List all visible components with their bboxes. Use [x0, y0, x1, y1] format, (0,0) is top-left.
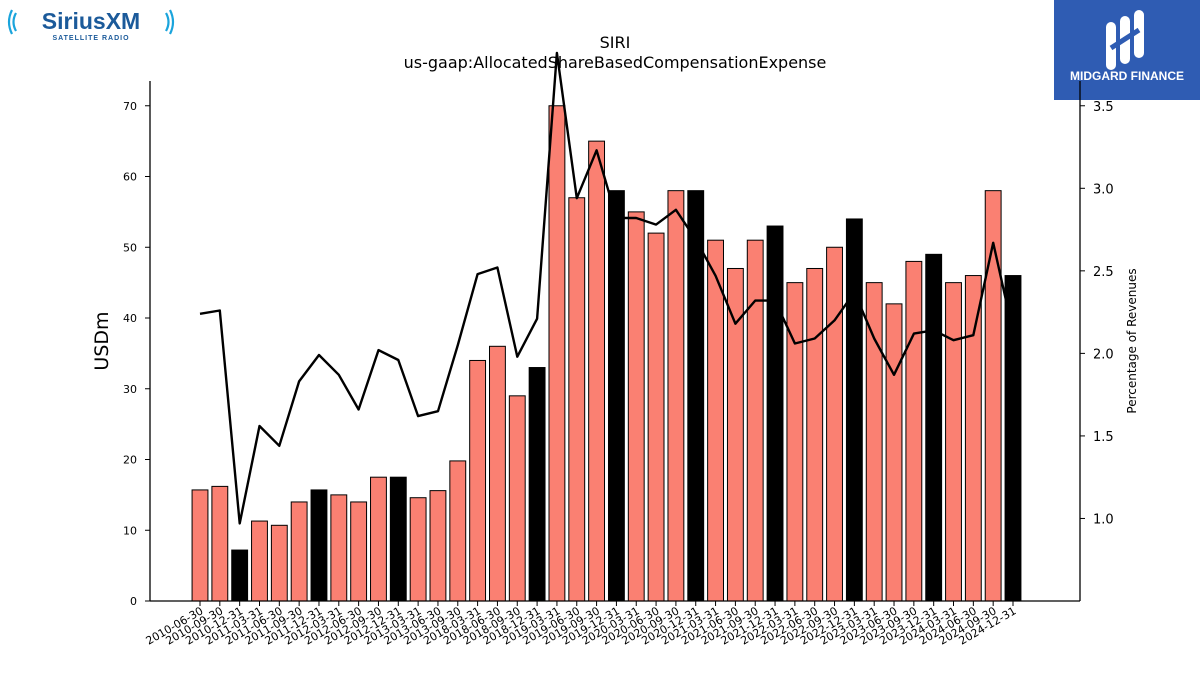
y2-tick-label: 1.5 — [1093, 430, 1114, 445]
bar-2012-06-30 — [350, 501, 368, 602]
bar-2019-03-31 — [548, 105, 566, 602]
bar-2022-09-30 — [826, 246, 843, 602]
bar-2024-03-31 — [945, 282, 962, 602]
bar-2010-12-31 — [231, 549, 249, 602]
y-tick-label: 30 — [123, 383, 137, 396]
y2-axis-label: Percentage of Revenues — [1125, 268, 1139, 413]
bar-2018-06-30 — [489, 345, 506, 602]
bar-2018-03-31 — [469, 359, 487, 602]
siriusxm-logo: SiriusXM SATELLITE RADIO — [4, 4, 184, 44]
bar-2021-12-31 — [766, 225, 784, 602]
siriusxm-logo-text: SiriusXM — [42, 8, 140, 34]
bar-2022-06-30 — [806, 267, 824, 602]
y-tick-label: 50 — [123, 241, 137, 254]
y2-tick-label: 2.0 — [1093, 347, 1114, 362]
bar-2013-03-31 — [409, 497, 427, 602]
y2-tick-label: 3.0 — [1093, 182, 1114, 197]
bar-2013-06-30 — [429, 490, 447, 602]
bar-2023-06-30 — [885, 303, 903, 602]
bar-2021-09-30 — [746, 239, 764, 602]
bar-2018-12-31 — [528, 367, 546, 602]
y-tick-label: 20 — [123, 454, 137, 467]
y2-tick-label: 1.0 — [1093, 512, 1114, 527]
y-tick-label: 40 — [123, 312, 137, 325]
bar-2020-12-31 — [687, 190, 705, 602]
chart-subtitle: us-gaap:AllocatedShareBasedCompensationE… — [403, 53, 827, 72]
y2-tick-label: 2.5 — [1093, 265, 1114, 280]
bar-2012-12-31 — [389, 476, 407, 602]
y-tick-label: 10 — [123, 524, 137, 537]
bar-2024-09-30 — [984, 190, 1002, 602]
y-tick-label: 0 — [130, 595, 137, 608]
bar-2019-06-30 — [568, 197, 586, 602]
bar-2023-03-31 — [865, 282, 883, 602]
y-axis-label: USDm — [91, 311, 113, 370]
bar-2010-06-30 — [191, 489, 209, 602]
bar-2024-12-31 — [1004, 275, 1022, 602]
bar-2011-12-31 — [310, 489, 328, 602]
y2-tick-label: 3.5 — [1093, 100, 1114, 115]
y-tick-label: 70 — [123, 100, 137, 113]
bar-2022-12-31 — [845, 218, 863, 602]
bar-2013-09-30 — [449, 460, 467, 602]
y-tick-label: 60 — [123, 171, 137, 184]
bar-2020-09-30 — [667, 190, 685, 602]
bar-2011-09-30 — [290, 501, 308, 602]
bar-2012-09-30 — [370, 476, 387, 602]
bar-2020-03-31 — [627, 211, 645, 602]
bar-2020-06-30 — [647, 232, 665, 602]
bar-2010-09-30 — [211, 485, 229, 602]
percentage-line — [199, 51, 1015, 525]
bar-2019-09-30 — [588, 140, 606, 602]
bar-2011-03-31 — [251, 520, 268, 602]
bar-2024-06-30 — [964, 275, 982, 602]
siriusxm-logo-subtext: SATELLITE RADIO — [52, 35, 129, 42]
midgard-logo-text: MIDGARD FINANCE — [1070, 69, 1184, 83]
midgard-finance-logo: MIDGARD FINANCE — [1054, 0, 1200, 100]
bar-2018-09-30 — [508, 395, 526, 602]
bar-2019-12-31 — [607, 190, 625, 602]
bar-2023-09-30 — [905, 260, 923, 602]
bar-2012-03-31 — [330, 494, 348, 602]
bar-2023-12-31 — [925, 253, 943, 602]
bar-2011-06-30 — [270, 524, 288, 602]
chart-title: SIRI — [599, 33, 631, 52]
bar-2021-03-31 — [707, 239, 724, 602]
